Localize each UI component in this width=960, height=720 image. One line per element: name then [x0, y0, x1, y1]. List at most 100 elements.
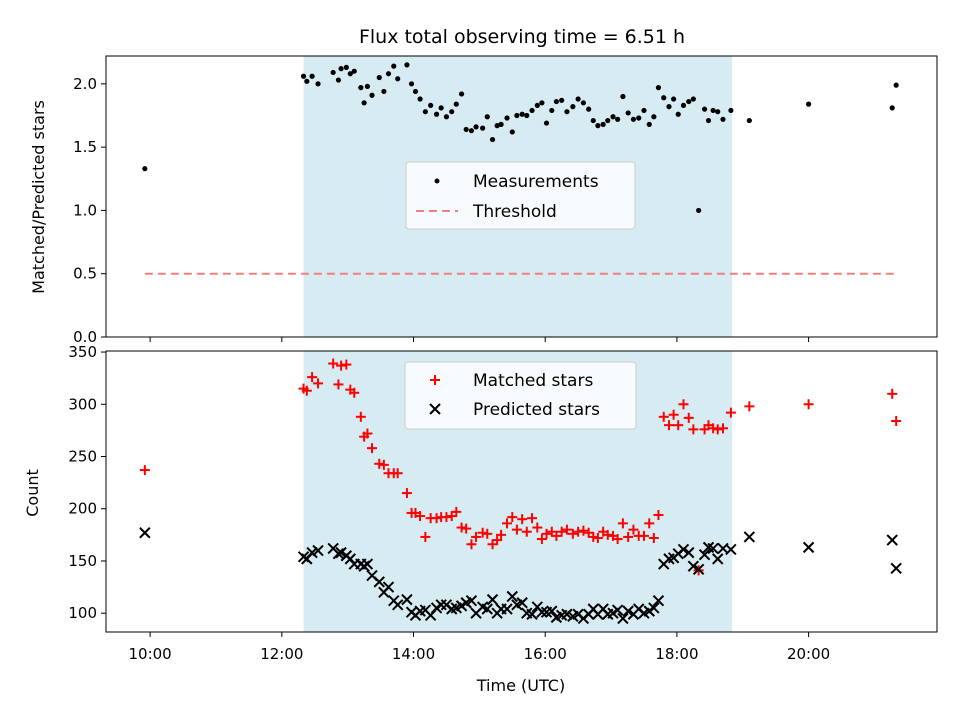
chart-title: Flux total observing time = 6.51 h	[359, 26, 685, 48]
legend-predicted-label: Predicted stars	[473, 400, 600, 420]
matched-point	[673, 420, 684, 431]
matched-point	[617, 518, 628, 529]
predicted-point	[382, 581, 395, 593]
measurement-point	[458, 91, 465, 97]
measurement-point	[539, 100, 545, 106]
measurement-point	[728, 107, 734, 114]
matched-point	[301, 385, 312, 396]
measurement-point	[529, 107, 535, 114]
predicted-point	[617, 612, 629, 625]
legend-matched-marker	[430, 375, 440, 385]
x-tick-label: 16:00	[524, 645, 567, 663]
measurement-point	[428, 102, 434, 108]
matched-point	[466, 539, 477, 550]
matched-point	[355, 411, 366, 422]
measurement-point	[498, 121, 504, 127]
bottom-y-tick-label: 250	[68, 448, 97, 466]
measurement-point	[385, 71, 392, 77]
matched-point	[517, 514, 528, 525]
measurement-point	[351, 68, 357, 74]
measurement-point	[381, 88, 387, 95]
measurement-point	[553, 98, 559, 105]
measurement-point	[701, 106, 708, 112]
top-y-tick-label: 2.0	[73, 75, 97, 93]
matched-point	[551, 530, 562, 541]
measurement-point	[549, 107, 555, 114]
measurement-point	[675, 111, 681, 117]
predicted-point	[652, 594, 665, 607]
matched-point	[644, 518, 655, 529]
measurement-point	[620, 93, 626, 100]
matched-point	[688, 424, 699, 435]
bottom-y-tick-label: 200	[68, 500, 97, 518]
matched-point	[496, 529, 507, 540]
matched-point	[420, 531, 431, 542]
x-tick-label: 18:00	[655, 645, 698, 663]
matched-point	[592, 532, 603, 543]
measurement-point	[514, 112, 520, 119]
measurement-point	[391, 63, 397, 69]
matched-point	[492, 535, 503, 546]
matched-point	[349, 387, 360, 398]
top-y-tick-label: 1.0	[73, 201, 97, 219]
matched-point	[415, 511, 426, 522]
matched-point	[378, 459, 389, 470]
measurement-point	[433, 111, 440, 117]
measurement-point	[369, 92, 375, 98]
measurement-point	[443, 114, 450, 120]
predicted-point	[683, 546, 695, 559]
measurement-point	[661, 95, 667, 101]
measurement-point	[480, 125, 486, 131]
measurement-point	[720, 116, 726, 122]
matched-point	[653, 510, 664, 521]
predicted-point	[139, 527, 151, 539]
measurement-point	[489, 136, 496, 143]
measurement-point	[449, 109, 455, 115]
predicted-point	[526, 608, 538, 620]
measurement-point	[142, 166, 148, 172]
legend-threshold-label: Threshold	[472, 202, 557, 222]
measurement-point	[705, 117, 712, 124]
measurement-point	[473, 124, 479, 130]
measurement-point	[746, 117, 752, 124]
predicted-point	[501, 603, 513, 615]
predicted-point	[677, 543, 690, 556]
top-plot-frame	[105, 55, 938, 338]
measurement-point	[412, 88, 419, 95]
matched-point	[139, 465, 150, 476]
measurement-point	[395, 76, 401, 82]
measurement-point	[509, 129, 515, 135]
legend-measurement-marker	[434, 178, 440, 184]
predicted-point	[743, 531, 756, 543]
measurement-point	[595, 123, 601, 129]
measurement-point	[600, 121, 606, 127]
measurement-point	[358, 85, 364, 91]
matched-point	[362, 428, 373, 439]
matched-point	[367, 443, 378, 454]
top-y-tick-label: 1.5	[73, 138, 97, 156]
matched-point	[573, 526, 584, 537]
matched-point	[521, 526, 532, 537]
predicted-point	[536, 606, 548, 618]
predicted-point	[546, 605, 558, 617]
matched-point	[392, 468, 403, 479]
predicted-point	[725, 543, 737, 556]
measurement-point	[680, 102, 687, 108]
measurement-point	[641, 107, 647, 114]
measurement-point	[534, 102, 540, 108]
matched-point	[556, 526, 567, 537]
x-axis-label: Time (UTC)	[476, 676, 565, 695]
measurement-point	[494, 123, 500, 129]
measurement-point	[889, 105, 895, 111]
measurement-point	[630, 116, 637, 122]
legend-predicted-marker	[429, 403, 441, 415]
matched-point	[668, 409, 679, 420]
predicted-point	[698, 548, 711, 561]
measurement-point	[408, 81, 415, 87]
measurement-point	[335, 77, 342, 83]
matched-point	[725, 407, 736, 418]
predicted-point	[886, 534, 898, 546]
measurement-point	[361, 100, 367, 106]
measurement-point	[570, 104, 576, 110]
measurement-point	[893, 82, 899, 88]
